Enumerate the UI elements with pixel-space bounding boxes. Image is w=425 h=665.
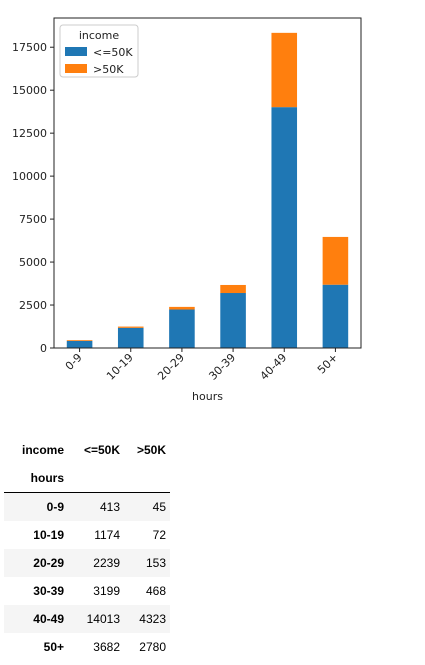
cell-gt50k: 468 — [145, 584, 166, 598]
row-index: 10-19 — [33, 528, 64, 542]
bar-le50k-10-19 — [117, 327, 144, 348]
table-header-row: income <=50K >50K — [4, 436, 170, 464]
x-tick-label: 30-39 — [206, 351, 238, 383]
stacked-bar-chart: 0 2500 5000 7500 10000 12500 15000 17500 0-9 10-1… — [12, 17, 362, 403]
row-index: 0-9 — [46, 500, 64, 514]
x-axis-label: hours — [192, 390, 223, 403]
bar-le50k-50+ — [322, 284, 349, 348]
x-tick-label: 40-49 — [258, 351, 290, 383]
cell-le50k: 413 — [99, 500, 120, 514]
table-index-name-row: hours — [4, 464, 170, 493]
column-header-gt50k: >50K — [136, 443, 166, 457]
row-index: 30-39 — [33, 584, 64, 598]
crosstab-table: income <=50K >50K hours 0-9 413 45 10-19… — [4, 436, 170, 661]
table-row: 50+ 3682 2780 — [4, 633, 170, 661]
y-tick-label: 2500 — [19, 299, 47, 312]
cell-gt50k: 72 — [152, 528, 166, 542]
column-header-le50k: <=50K — [83, 443, 120, 457]
index-name-header: hours — [4, 464, 68, 493]
plot-frame — [53, 17, 362, 349]
bar-gt50k-30-39 — [220, 284, 246, 294]
table-row: 20-29 2239 153 — [4, 549, 170, 577]
row-index: 20-29 — [33, 556, 64, 570]
table-row: 10-19 1174 72 — [4, 521, 170, 549]
columns-name-header: income — [21, 443, 64, 457]
table-row: 0-9 413 45 — [4, 492, 170, 521]
bar-gt50k-40-49 — [271, 32, 298, 108]
empty-header-cell — [68, 464, 124, 493]
y-tick-label: 0 — [40, 342, 47, 355]
cell-gt50k: 4323 — [139, 612, 166, 626]
empty-header-cell — [124, 464, 170, 493]
legend-label-le50k: <=50K — [93, 46, 133, 59]
y-tick-label: 12500 — [12, 127, 47, 140]
row-index: 50+ — [43, 640, 64, 654]
cell-gt50k: 153 — [145, 556, 166, 570]
y-tick-label: 5000 — [19, 256, 47, 269]
y-tick-label: 17500 — [12, 41, 47, 54]
cell-le50k: 3199 — [93, 584, 120, 598]
bar-le50k-20-29 — [169, 309, 195, 348]
cell-gt50k: 45 — [152, 500, 166, 514]
cell-le50k: 1174 — [94, 528, 120, 542]
y-tick-label: 7500 — [19, 213, 47, 226]
cell-le50k: 2239 — [93, 556, 120, 570]
cell-le50k: 14013 — [86, 612, 120, 626]
table-row: 30-39 3199 468 — [4, 577, 170, 605]
bar-gt50k-10-19 — [117, 326, 144, 328]
cell-le50k: 3682 — [93, 640, 120, 654]
bar-le50k-0-9 — [66, 340, 93, 348]
y-tick-label: 15000 — [12, 84, 47, 97]
legend-title: income — [79, 29, 120, 42]
legend-label-gt50k: >50K — [93, 63, 124, 76]
x-tick-label: 10-19 — [104, 351, 136, 383]
x-tick-label: 0-9 — [63, 351, 85, 373]
bar-gt50k-20-29 — [169, 306, 195, 310]
bar-le50k-30-39 — [220, 293, 246, 348]
bar-gt50k-0-9 — [66, 340, 93, 341]
y-tick-label: 10000 — [12, 170, 47, 183]
legend-swatch-gt50k — [65, 64, 87, 73]
cell-gt50k: 2780 — [139, 640, 166, 654]
bar-le50k-40-49 — [271, 107, 298, 349]
x-tick-label: 20-29 — [155, 351, 187, 383]
row-index: 40-49 — [33, 612, 64, 626]
x-tick-label: 50+ — [315, 351, 341, 377]
legend: income <=50K >50K — [59, 24, 139, 78]
table-row: 40-49 14013 4323 — [4, 605, 170, 633]
bar-gt50k-50+ — [322, 236, 349, 285]
legend-swatch-le50k — [65, 47, 87, 56]
